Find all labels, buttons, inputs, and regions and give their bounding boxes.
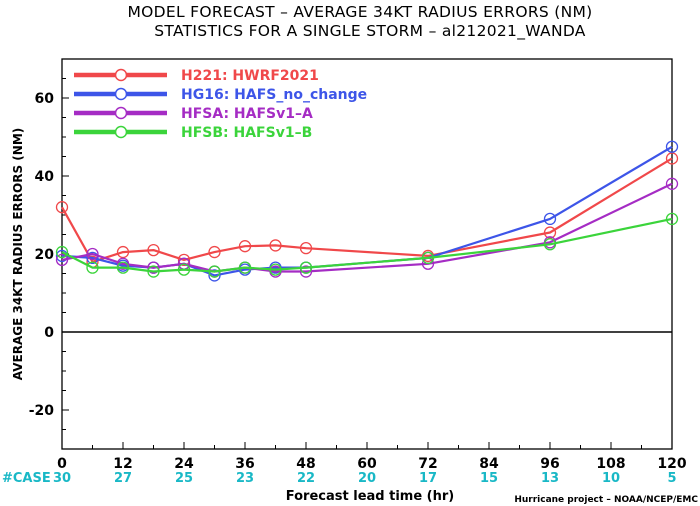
data-point [665,152,679,165]
data-point [665,140,679,153]
data-point [116,261,130,274]
data-point [543,226,557,239]
data-point [543,238,557,251]
x-axis-label: Forecast lead time (hr) [286,489,454,504]
x-tick-label: 12 [113,456,132,472]
data-point [269,239,282,252]
data-point [116,257,130,270]
data-point [86,247,99,261]
data-point [208,265,221,278]
data-point [238,240,252,253]
data-point [55,253,69,267]
data-point [177,253,191,267]
case-count-row: #CASE 30 27 25 23 22 20 17 15 13 10 5 [2,471,677,486]
data-point [147,265,160,278]
case-count: 17 [419,471,437,486]
data-point [208,269,221,282]
chart-title: MODEL FORECAST – AVERAGE 34KT RADIUS ERR… [127,3,592,21]
data-point [147,261,160,274]
data-point [421,251,435,265]
data-point [299,241,313,255]
legend-item-hfsa: HFSA: HAFSv1–A [74,106,313,122]
case-count: 23 [236,471,254,486]
case-count: 15 [480,471,498,486]
legend-marker [114,68,128,82]
legend-marker [114,106,128,120]
series-line [61,157,673,263]
case-count: 27 [114,471,132,486]
y-tick-label: 40 [35,169,55,185]
legend-item-hg16: HG16: HAFS_no_change [74,87,367,103]
x-tick-label: 24 [174,456,194,472]
data-point [55,201,69,214]
case-count: 13 [541,471,559,486]
x-tick-label: 0 [57,456,67,472]
data-point [299,261,313,274]
case-count: 5 [667,471,676,486]
case-count: 10 [602,471,620,486]
y-tick-label: 0 [44,325,54,341]
x-tick-label: 48 [296,456,315,472]
case-count: 22 [297,471,315,486]
data-point [665,212,679,226]
data-point [269,263,282,276]
data-point [177,263,191,276]
data-point [116,245,130,259]
x-tick-label: 108 [596,456,625,472]
y-axis-label: AVERAGE 34KT RADIUS ERRORS (NM) [11,128,25,380]
data-point [55,245,69,259]
y-tick-label: 60 [35,91,55,107]
x-tick-label: 60 [357,456,377,472]
x-tick-label: 84 [479,456,499,472]
case-count: 30 [53,471,71,486]
series-line [61,182,673,273]
series-h221 [55,152,679,268]
y-tick-label: 20 [35,247,55,263]
legend-label: H221: HWRF2021 [181,68,319,84]
x-tick-label: 72 [418,456,437,472]
x-tick-label: 120 [657,456,686,472]
credit-text: Hurricane project – NOAA/NCEP/EMC [514,495,698,505]
data-point [86,261,99,274]
legend-marker [114,87,128,101]
y-tick-label: -20 [29,403,55,419]
legend-marker [114,125,128,139]
legend-label: HG16: HAFS_no_change [181,87,367,103]
case-label: #CASE [2,471,51,486]
data-point [208,245,221,259]
series-hfsb [55,212,679,278]
y-axis: -20 0 20 40 60 [29,58,69,450]
x-tick-label: 36 [235,456,254,472]
series-group [55,140,679,282]
legend-label: HFSB: HAFSv1–B [181,125,312,141]
chart-subtitle: STATISTICS FOR A SINGLE STORM – al212021… [154,22,586,41]
legend-item-h221: H221: HWRF2021 [74,68,319,84]
plot-area [61,58,673,450]
x-tick-label: 96 [540,456,559,472]
data-point [665,177,679,190]
legend-item-hfsb: HFSB: HAFSv1–B [74,125,312,141]
case-count: 25 [175,471,193,486]
data-point [299,265,313,278]
case-count: 20 [358,471,376,486]
data-point [543,212,557,226]
legend: H221: HWRF2021 HG16: HAFS_no_change HFSA: … [74,68,367,141]
legend-label: HFSA: HAFSv1–A [181,106,313,122]
x-axis: 0 12 24 36 48 60 72 84 96 108 120 [57,442,687,472]
data-point [86,251,99,265]
data-point [147,243,160,257]
data-point [238,261,252,274]
